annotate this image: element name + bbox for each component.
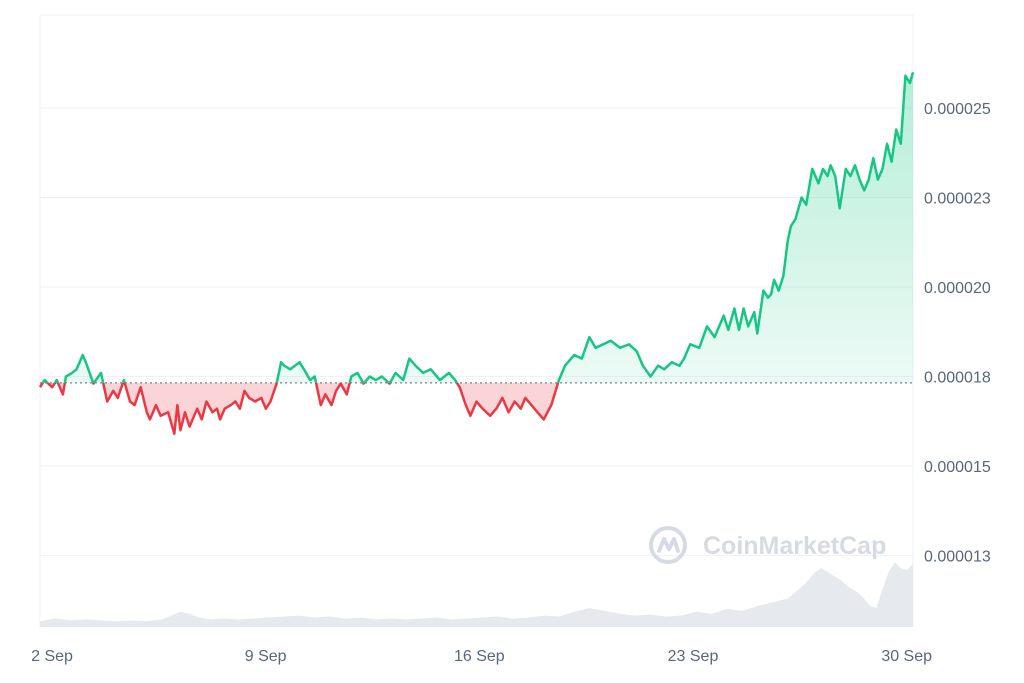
y-tick-label: 0.000018 (924, 369, 991, 386)
watermark-text: CoinMarketCap (703, 532, 886, 560)
area-below-baseline (40, 382, 559, 434)
x-axis: 2 Sep 9 Sep 16 Sep 23 Sep 30 Sep (31, 648, 932, 665)
x-tick-label: 30 Sep (881, 648, 932, 665)
volume-area (40, 562, 913, 627)
x-tick-label: 9 Sep (245, 648, 287, 665)
area-above-baseline (40, 72, 913, 383)
y-tick-label: 0.000025 (924, 101, 991, 118)
coinmarketcap-logo-icon (649, 526, 687, 564)
y-tick-label: 0.000013 (924, 548, 991, 565)
price-line-down (38, 382, 560, 435)
price-line-up (41, 71, 915, 383)
y-tick-label: 0.000015 (924, 459, 991, 476)
y-axis: 0.000025 0.000023 0.000020 0.000018 0.000015… (924, 101, 991, 565)
watermark: CoinMarketCap (649, 526, 886, 564)
area-layer (40, 72, 913, 434)
x-tick-label: 16 Sep (454, 648, 505, 665)
volume-layer (40, 562, 913, 627)
x-tick-label: 2 Sep (31, 648, 73, 665)
x-tick-label: 23 Sep (668, 648, 719, 665)
line-layer (38, 71, 915, 435)
y-tick-label: 0.000020 (924, 280, 991, 297)
logo-ring (649, 526, 687, 564)
y-tick-label: 0.000023 (924, 191, 991, 208)
logo-wave (657, 537, 680, 553)
